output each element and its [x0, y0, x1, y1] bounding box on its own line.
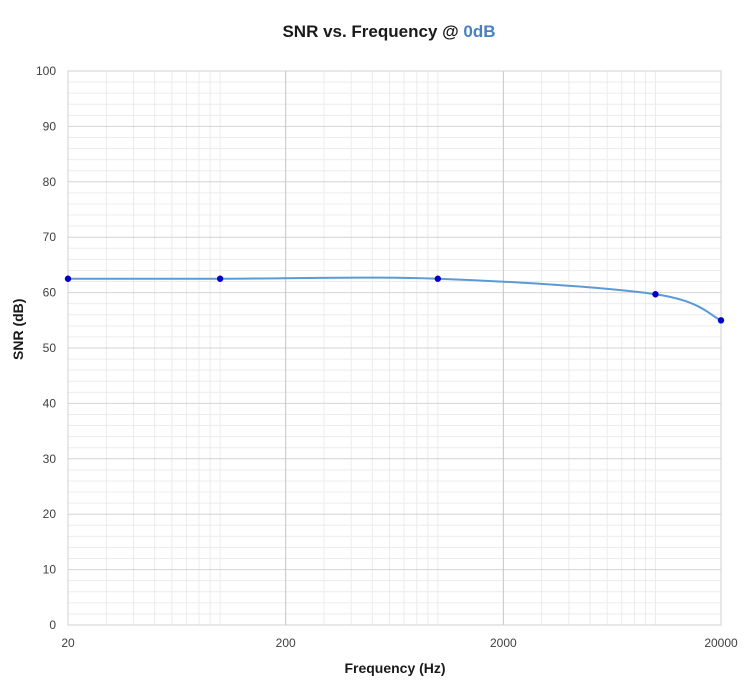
title-accent: 0dB — [463, 22, 496, 41]
y-tick-label: 20 — [43, 507, 57, 521]
y-tick-label: 40 — [43, 396, 57, 410]
data-point — [434, 275, 442, 282]
x-tick-label: 2000 — [490, 636, 517, 650]
chart-title: SNR vs. Frequency @ 0dB — [0, 22, 754, 42]
y-tick-label: 30 — [43, 452, 57, 466]
series-layer — [64, 275, 725, 324]
series-line — [68, 276, 722, 322]
data-point — [717, 317, 725, 324]
title-text: SNR vs. Frequency @ — [282, 22, 464, 41]
major-grid — [67, 70, 722, 626]
minor-grid — [68, 71, 721, 625]
x-tick-label: 20 — [61, 636, 75, 650]
y-tick-label: 0 — [49, 618, 56, 632]
y-tick-label: 50 — [43, 341, 57, 355]
x-tick-label: 20000 — [704, 636, 738, 650]
x-axis-label: Frequency (Hz) — [344, 660, 446, 676]
y-tick-label: 10 — [43, 563, 57, 577]
axes — [67, 70, 722, 626]
data-point — [64, 275, 72, 282]
data-point — [216, 275, 224, 282]
y-axis-label: SNR (dB) — [10, 298, 26, 360]
y-tick-label: 100 — [36, 64, 56, 78]
tick-labels: 0 10 20 30 40 50 60 70 80 90 100 20 200 2000 20000 — [36, 64, 738, 650]
x-tick-label: 200 — [276, 636, 296, 650]
data-point — [652, 291, 659, 298]
plot-border — [67, 70, 722, 626]
y-tick-label: 90 — [43, 119, 57, 133]
y-tick-label: 70 — [43, 230, 57, 244]
y-tick-label: 80 — [43, 175, 57, 189]
y-tick-label: 60 — [43, 286, 57, 300]
